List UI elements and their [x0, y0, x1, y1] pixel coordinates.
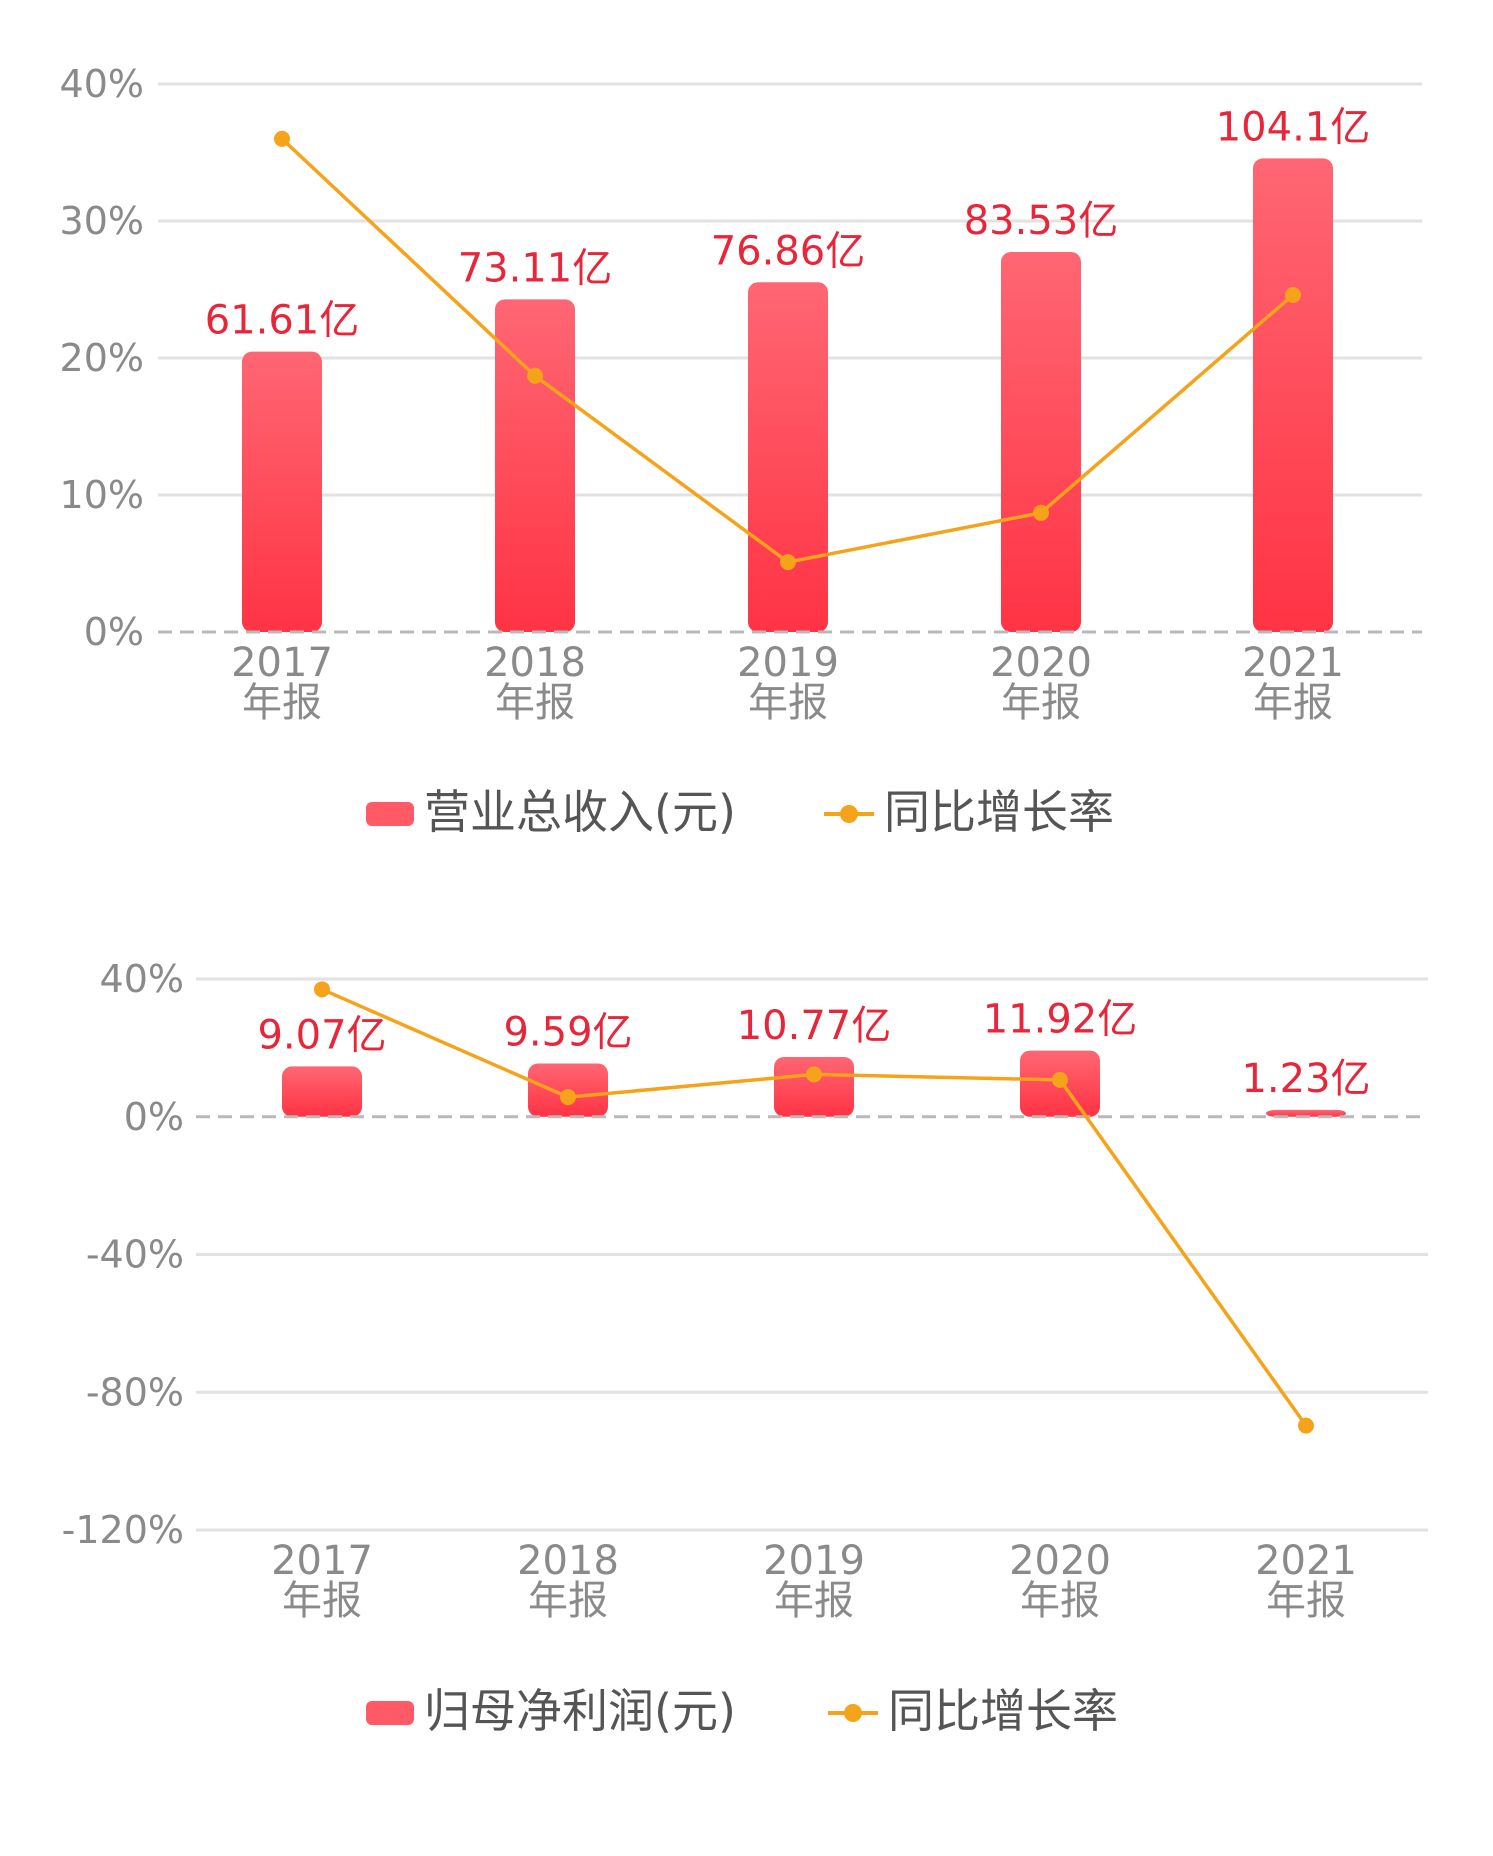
growth-rate-point: [527, 367, 543, 384]
legend-line-label: 同比增长率: [888, 1684, 1118, 1738]
y-tick-label: -80%: [86, 1370, 184, 1414]
bar-data-label: 9.07亿: [257, 1012, 386, 1058]
growth-rate-point: [1033, 504, 1049, 521]
bar-data-label: 73.11亿: [458, 245, 613, 291]
y-tick-label: 30%: [60, 199, 144, 243]
bar-data-label: 76.86亿: [711, 228, 866, 274]
x-tick-label: 2021 年报: [1242, 640, 1344, 726]
x-tick-label: 2019 年报: [763, 1538, 865, 1624]
legend-line-marker: [844, 1704, 862, 1722]
x-tick-label: 2018 年报: [517, 1538, 619, 1624]
bar-data-label: 104.1亿: [1216, 104, 1371, 150]
growth-rate-line: [321, 987, 1308, 1427]
legend-bar-swatch: [366, 1701, 414, 1725]
growth-rate-point: [806, 1066, 822, 1083]
bar-data-label: 1.23亿: [1241, 1056, 1370, 1102]
bar-data-label: 10.77亿: [737, 1003, 892, 1049]
y-tick-label: 0%: [124, 1095, 184, 1139]
growth-rate-point: [1298, 1417, 1314, 1434]
growth-rate-point: [314, 981, 330, 998]
x-tick-label: 2019 年报: [737, 640, 839, 726]
y-tick-label: 40%: [100, 957, 184, 1001]
legend-bar-swatch: [366, 802, 414, 826]
x-tick-label: 2018 年报: [484, 640, 586, 726]
y-tick-label: 0%: [84, 610, 144, 654]
legend-line-label: 同比增长率: [884, 785, 1114, 839]
bar-data-label: 9.59亿: [503, 1010, 632, 1056]
legend-line-marker: [840, 805, 858, 823]
bar-data-label: 61.61亿: [205, 298, 360, 344]
bar-data-label: 11.92亿: [983, 997, 1138, 1043]
x-tick-label: 2020 年报: [990, 640, 1092, 726]
x-tick-label: 2017 年报: [231, 640, 333, 726]
bar: [748, 282, 828, 632]
x-tick-label: 2021 年报: [1255, 1538, 1357, 1624]
bar: [1253, 158, 1333, 632]
net-profit-chart: -120% -80% -40% 0% 40% 9.07亿 9.59亿 10.77亿 11.92亿…: [62, 957, 1428, 1738]
x-tick-label: 2020 年报: [1009, 1538, 1111, 1624]
growth-rate-point: [1052, 1071, 1068, 1088]
bar: [242, 351, 322, 632]
bar: [495, 299, 575, 632]
bar: [774, 1056, 854, 1117]
legend: 归母净利润(元) 同比增长率: [366, 1684, 1118, 1738]
revenue-chart: 0% 10% 20% 30% 40% 61.61亿 73.11亿 76.86亿 83.53亿 10…: [60, 62, 1422, 839]
y-tick-label: 40%: [60, 62, 144, 106]
growth-rate-point: [560, 1089, 576, 1106]
legend-bar-label: 归母净利润(元): [424, 1684, 736, 1738]
y-tick-label: 20%: [60, 336, 144, 380]
bar-data-label: 83.53亿: [964, 198, 1119, 244]
growth-rate-point: [1285, 286, 1301, 303]
growth-rate-point: [274, 130, 290, 147]
y-tick-label: -120%: [62, 1508, 184, 1552]
legend-bar-label: 营业总收入(元): [424, 785, 736, 839]
x-tick-label: 2017 年报: [271, 1538, 373, 1624]
growth-rate-point: [780, 554, 796, 571]
bar: [282, 1066, 362, 1117]
bar: [1266, 1109, 1346, 1117]
y-tick-label: -40%: [86, 1233, 184, 1277]
bar: [1001, 251, 1081, 632]
y-tick-label: 10%: [60, 473, 144, 517]
legend: 营业总收入(元) 同比增长率: [366, 785, 1114, 839]
